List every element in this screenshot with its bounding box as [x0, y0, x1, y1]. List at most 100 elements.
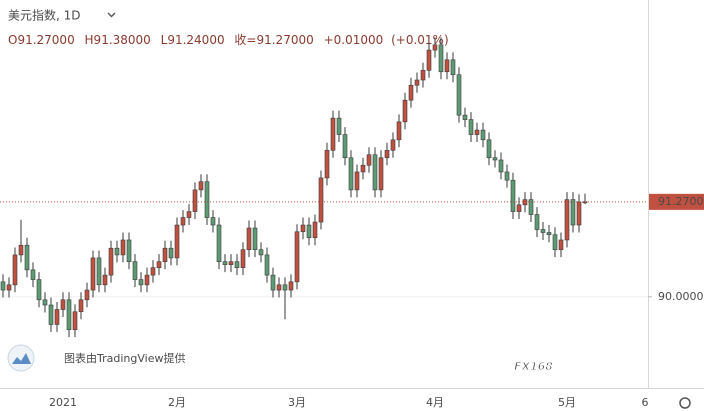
- candle-body: [204, 181, 210, 218]
- candle-body: [474, 129, 480, 135]
- legend-change-pct: (+0.01%): [391, 33, 449, 47]
- x-tick-label: 6: [642, 396, 649, 409]
- interval-chevron[interactable]: [107, 12, 116, 18]
- candle-body: [162, 247, 168, 262]
- candle-body: [444, 59, 450, 73]
- tv-logo-badge[interactable]: [7, 344, 35, 372]
- candle-body: [114, 247, 120, 256]
- candle-body: [216, 224, 222, 262]
- candle-body: [564, 199, 570, 241]
- candle-body: [480, 129, 486, 141]
- candle-body: [66, 299, 72, 330]
- candle-body: [510, 179, 516, 212]
- candle-body: [120, 239, 126, 256]
- candle-body: [486, 139, 492, 159]
- candle-body: [462, 114, 468, 120]
- candle-body: [306, 224, 312, 239]
- legend-low: L91.24000: [161, 33, 225, 47]
- candle-body: [330, 117, 336, 151]
- candle-body: [180, 217, 186, 226]
- candle-body: [96, 257, 102, 286]
- brand-logo: FX168: [514, 360, 553, 373]
- candle-body: [102, 274, 108, 286]
- candle-body: [516, 204, 522, 212]
- candle-body: [42, 299, 48, 306]
- candle-body: [546, 232, 552, 236]
- candle-body: [210, 217, 216, 226]
- candle-body: [270, 274, 276, 291]
- candle-body: [300, 224, 306, 233]
- legend-open: O91.27000: [8, 33, 75, 47]
- candle-body: [504, 171, 510, 181]
- candle-body: [456, 74, 462, 116]
- candle-body: [408, 84, 414, 101]
- legend-close: 收=91.27000: [234, 33, 313, 47]
- candle-body: [252, 227, 258, 250]
- candle-body: [156, 261, 162, 268]
- candle-body: [228, 261, 234, 265]
- candle-body: [186, 211, 192, 218]
- candle-body: [492, 157, 498, 161]
- candle-body: [78, 299, 84, 313]
- candle-body: [348, 157, 354, 191]
- candle-body: [234, 261, 240, 268]
- candle-body: [72, 311, 78, 330]
- candle-body: [6, 284, 12, 291]
- candle-body: [378, 157, 384, 191]
- candle-body: [534, 214, 540, 230]
- candle-body: [552, 234, 558, 250]
- candle-body: [354, 171, 360, 191]
- candle-body: [450, 59, 456, 76]
- candle-body: [576, 201, 582, 226]
- candle-body: [498, 159, 504, 173]
- candle-body: [30, 269, 36, 280]
- ohlc-legend: O91.27000 H91.38000 L91.24000 收=91.27000…: [8, 33, 449, 47]
- legend-change: +0.01000: [324, 33, 384, 47]
- chart-title: 美元指数, 1D: [8, 8, 81, 23]
- x-tick-label: 5月: [558, 396, 576, 409]
- candle-body: [312, 221, 318, 239]
- candle-body: [402, 99, 408, 123]
- candle-body: [12, 254, 18, 286]
- candle-body: [528, 199, 534, 215]
- candle-body: [36, 279, 42, 301]
- candle-body: [138, 279, 144, 286]
- candle-body: [414, 79, 420, 86]
- candle-body: [558, 239, 564, 250]
- candle-body: [174, 224, 180, 259]
- candle-body: [324, 149, 330, 179]
- candle-body: [150, 267, 156, 276]
- candle-body: [288, 281, 294, 291]
- candle-body: [366, 154, 372, 166]
- candle-body: [18, 244, 24, 256]
- candle-body: [336, 117, 342, 135]
- candle-body: [468, 119, 474, 135]
- x-tick-label: 4月: [426, 396, 444, 409]
- price-label-box: [649, 193, 704, 210]
- candle-body: [198, 181, 204, 191]
- candle-body: [0, 281, 6, 291]
- candle-body: [126, 239, 132, 262]
- candle-body: [144, 274, 150, 286]
- candle-body: [438, 44, 444, 73]
- candle-body: [54, 309, 60, 325]
- price-label: 91.27000: [658, 195, 704, 208]
- settings-icon[interactable]: [679, 397, 691, 409]
- candle-body: [390, 139, 396, 151]
- candle-body: [360, 164, 366, 173]
- candle-body: [108, 247, 114, 276]
- tv-logo-icon: [12, 353, 31, 364]
- credit-text[interactable]: 图表由TradingView提供: [64, 351, 185, 365]
- candle-body: [426, 49, 432, 71]
- y-tick-label: 90.00000: [658, 290, 704, 303]
- candle-body: [276, 284, 282, 291]
- candle-body: [570, 199, 576, 226]
- candle-body: [222, 261, 228, 265]
- candle-body: [264, 254, 270, 276]
- candle-body: [540, 229, 546, 233]
- candle-body: [192, 189, 198, 212]
- candle-body: [342, 134, 348, 159]
- candle-body: [84, 289, 90, 301]
- x-tick-label: 2月: [168, 396, 186, 409]
- candle-body: [240, 249, 246, 268]
